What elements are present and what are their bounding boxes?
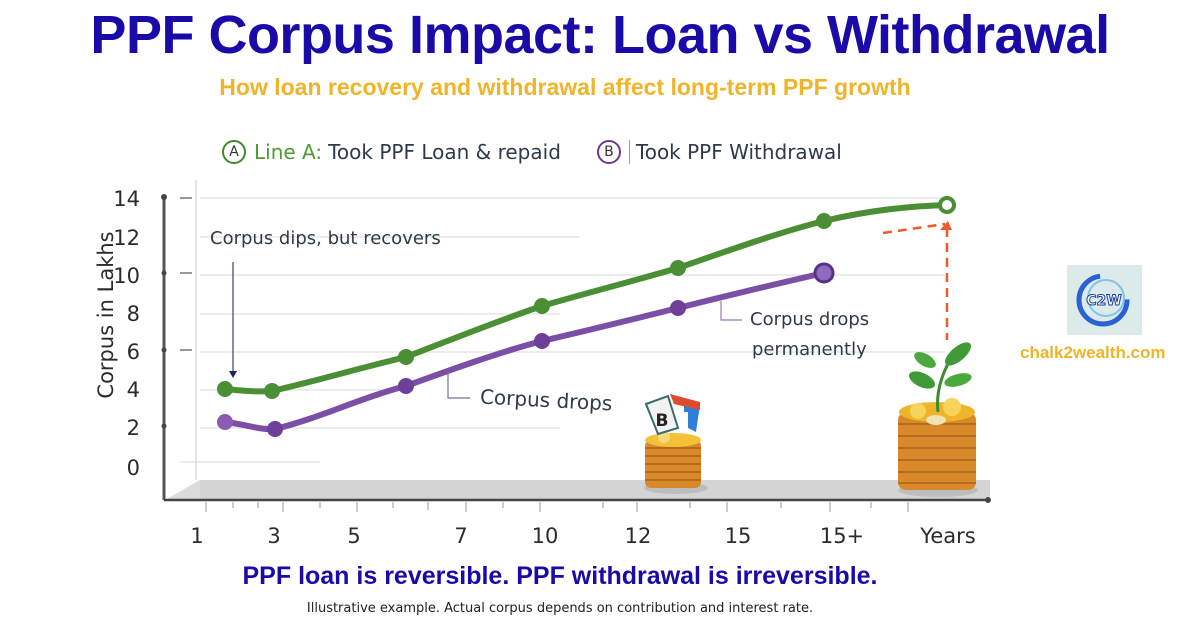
annotation-drops-permanently-line1: Corpus drops — [750, 309, 870, 330]
x-axis-label: Years — [919, 524, 975, 548]
data-point-end — [813, 262, 835, 284]
series-withdrawal — [217, 262, 835, 437]
logo-text: C2W — [1086, 293, 1121, 309]
data-point — [816, 213, 832, 229]
x-tick: 15 — [725, 524, 752, 548]
x-tick: 1 — [190, 524, 203, 548]
data-point — [264, 383, 280, 399]
footer-note: Illustrative example. Actual corpus depe… — [306, 601, 814, 616]
x-tick: 12 — [625, 524, 652, 548]
page-subtitle: How loan recovery and withdrawal affect … — [219, 74, 911, 100]
x-tick: 15+ — [820, 524, 864, 548]
y-tick-dashes — [180, 197, 192, 351]
annotation-drops-permanently-line2: permanently — [752, 339, 867, 360]
y-tick: 2 — [127, 416, 140, 440]
x-tick: 7 — [454, 524, 467, 548]
y-tick: 4 — [127, 378, 140, 402]
arrow-up-icon — [940, 221, 952, 230]
brand-site-link[interactable]: chalk2wealth.com — [1020, 343, 1166, 362]
y-axis-label: Corpus in Lakhs — [94, 231, 118, 398]
y-axis: 14 12 10 8 6 4 2 0 Corpus in Lakhs — [94, 187, 167, 500]
data-point — [267, 421, 283, 437]
legend-label-b: Took PPF Withdrawal — [635, 140, 842, 164]
y-tick: 6 — [127, 340, 140, 364]
legend-badge-a: A — [222, 140, 246, 164]
legend-prefix-a: Line A: — [254, 140, 323, 164]
data-point — [217, 381, 233, 397]
y-tick: 12 — [113, 226, 140, 250]
data-point — [534, 333, 550, 349]
page-title: PPF Corpus Impact: Loan vs Withdrawal — [90, 5, 1110, 65]
annotation-leaders — [229, 221, 952, 399]
coin-stack-b-icon: B — [644, 394, 708, 494]
x-tick: 5 — [347, 524, 360, 548]
data-point — [398, 378, 414, 394]
legend-separator — [628, 140, 630, 164]
legend-item-withdrawal: B Took PPF Withdrawal — [596, 140, 842, 164]
legend-badge-b: B — [596, 140, 621, 164]
coin-plant-icon — [898, 342, 978, 497]
data-point — [670, 300, 686, 316]
legend-label-a: Took PPF Loan & repaid — [328, 140, 561, 164]
arrow-down-icon — [229, 371, 237, 378]
brand-logo-icon: C2W — [1067, 265, 1142, 335]
annotation-dips-recovers: Corpus dips, but recovers — [210, 228, 441, 249]
data-point — [534, 298, 550, 314]
x-tick: 3 — [267, 524, 280, 548]
legend-item-loan: A Line A: Took PPF Loan & repaid — [222, 140, 561, 164]
y-tick: 0 — [127, 456, 140, 480]
chart-legend: A Line A: Took PPF Loan & repaid B Took … — [222, 140, 842, 164]
series-loan — [217, 196, 956, 399]
y-tick: 10 — [113, 264, 140, 288]
data-point — [398, 349, 414, 365]
chart-floor — [165, 480, 990, 500]
x-tick: 10 — [532, 524, 559, 548]
x-axis: 1 3 5 7 10 12 15 15+ Years — [164, 497, 991, 548]
data-point — [217, 414, 233, 430]
footer-headline: PPF loan is reversible. PPF withdrawal i… — [242, 562, 878, 590]
coin-flag-letter: B — [656, 411, 669, 431]
y-tick: 8 — [127, 302, 140, 326]
data-point — [670, 260, 686, 276]
data-point-end-open — [938, 196, 956, 214]
y-tick: 14 — [113, 187, 140, 211]
